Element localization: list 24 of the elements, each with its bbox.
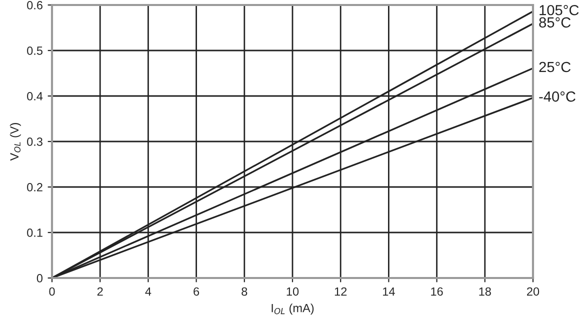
series-label: 105°C [540, 4, 579, 16]
y-tick-label: 0.6 [27, 1, 42, 10]
x-tick-label: 12 [334, 287, 347, 296]
x-tick-label: 4 [145, 287, 152, 296]
x-tick-label: 18 [479, 287, 491, 296]
x-tick-label: 20 [527, 287, 540, 296]
x-tick-label: 16 [431, 287, 443, 296]
series-label: 85°C [539, 17, 571, 28]
series-label: 25°C [539, 62, 571, 72]
x-axis-title: I$_{OL}$ (mA) [272, 304, 314, 315]
x-tick-label: 14 [383, 287, 395, 296]
y-tick-label: 0.4 [27, 92, 43, 100]
y-tick-label: 0.1 [27, 228, 42, 237]
x-tick-label: 2 [97, 287, 103, 296]
x-tick-label: 10 [286, 287, 299, 296]
y-tick-label: 0.3 [27, 138, 42, 146]
y-tick-label: 0.2 [27, 183, 42, 192]
x-tick-label: 0 [49, 287, 55, 296]
y-tick-label: 0 [36, 274, 43, 282]
series-label: -40°C [539, 91, 576, 102]
x-tick-label: 6 [194, 287, 200, 296]
y-axis-title: V$_{OL}$ (V) [10, 123, 21, 161]
y-tick-label: 0.5 [27, 46, 42, 55]
x-tick-label: 8 [242, 287, 248, 296]
